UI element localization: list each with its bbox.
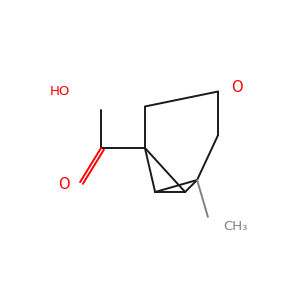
Text: CH₃: CH₃ <box>224 220 248 233</box>
Text: HO: HO <box>50 85 70 98</box>
Text: O: O <box>58 177 70 192</box>
Text: O: O <box>232 80 243 94</box>
